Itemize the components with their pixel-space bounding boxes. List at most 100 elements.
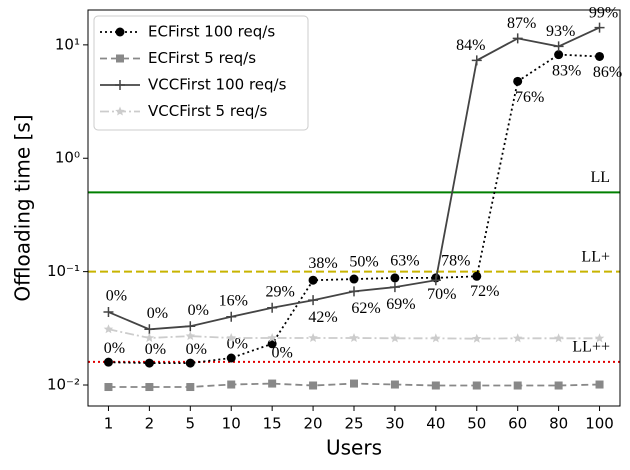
data-label: 42%: [308, 309, 337, 326]
data-label: 0%: [188, 302, 209, 319]
marker: [309, 381, 318, 390]
marker: [226, 311, 237, 322]
data-label: 62%: [351, 300, 380, 317]
marker: [553, 41, 564, 52]
data-label: 0%: [104, 340, 125, 357]
marker: [472, 271, 482, 281]
marker: [512, 333, 523, 343]
marker: [145, 383, 154, 392]
plot-frame: [87, 9, 621, 407]
marker: [389, 282, 400, 293]
marker: [144, 333, 155, 342]
reference-label: LL+: [581, 248, 610, 265]
marker: [308, 333, 318, 342]
data-label: 78%: [441, 253, 470, 270]
x-axis-label: Users: [326, 436, 382, 460]
data-label: 16%: [219, 292, 248, 309]
x-tick-label: 1: [104, 415, 114, 433]
x-tick-label: 30: [385, 415, 404, 433]
data-label: 63%: [390, 253, 419, 270]
marker: [554, 50, 564, 60]
data-label: 84%: [456, 37, 485, 54]
data-label: 0%: [186, 341, 207, 358]
data-label: 29%: [265, 283, 294, 300]
x-tick-label: 20: [304, 415, 323, 433]
data-label: 86%: [593, 64, 622, 81]
marker: [267, 333, 277, 342]
marker: [267, 302, 278, 313]
marker: [471, 55, 482, 66]
marker: [103, 324, 114, 334]
data-label: 99%: [589, 4, 618, 21]
marker: [103, 307, 114, 318]
x-tick-label: 5: [186, 415, 196, 433]
marker: [103, 357, 113, 367]
data-label: 70%: [427, 286, 456, 303]
x-tick-label: 15: [263, 415, 282, 433]
y-tick-label: 10⁻²: [47, 376, 80, 394]
legend-box: [93, 15, 309, 131]
marker: [185, 331, 196, 341]
marker: [185, 321, 196, 332]
data-label: 0%: [271, 344, 292, 361]
data-label: 83%: [552, 62, 581, 79]
marker: [144, 358, 154, 368]
marker: [595, 51, 605, 61]
marker: [350, 379, 358, 388]
marker: [104, 383, 113, 392]
data-label: 38%: [308, 255, 337, 272]
marker: [431, 381, 440, 390]
marker: [430, 275, 441, 286]
x-tick-label: 100: [585, 415, 614, 433]
y-axis-label: Offloading time [s]: [11, 114, 35, 301]
legend-marker: [116, 54, 124, 63]
marker: [594, 333, 605, 343]
marker: [185, 358, 195, 368]
reference-label: LL++: [572, 339, 610, 356]
marker: [144, 324, 155, 335]
x-tick-label: 2: [145, 415, 155, 433]
marker: [227, 380, 236, 389]
legend-marker: [115, 27, 125, 37]
marker: [513, 76, 523, 86]
x-tick-label: 80: [549, 415, 568, 433]
marker: [390, 273, 400, 283]
legend-label: ECFirst 100 req/s: [148, 23, 275, 41]
legend-label: VCCFirst 100 req/s: [148, 76, 287, 94]
data-label: 76%: [515, 89, 544, 106]
marker: [472, 381, 481, 390]
y-tick-label: 10⁻¹: [47, 262, 80, 280]
marker: [186, 383, 195, 392]
marker: [226, 353, 236, 363]
legend-label: ECFirst 5 req/s: [148, 49, 256, 67]
data-label: 93%: [546, 23, 575, 40]
x-tick-label: 10: [222, 415, 241, 433]
legend-marker: [115, 80, 125, 90]
marker: [431, 333, 441, 343]
marker: [553, 333, 564, 343]
data-label: 87%: [507, 15, 536, 32]
data-label: 72%: [470, 283, 499, 300]
data-label: 0%: [145, 341, 166, 358]
marker: [594, 22, 605, 33]
data-label: 0%: [147, 305, 168, 322]
marker: [595, 380, 604, 389]
legend-label: VCCFirst 5 req/s: [148, 102, 267, 120]
marker: [390, 333, 400, 343]
marker: [349, 274, 359, 284]
y-tick-label: 10⁰: [55, 149, 80, 167]
marker: [554, 381, 563, 390]
marker: [472, 333, 482, 343]
marker: [513, 381, 522, 390]
marker: [268, 379, 277, 388]
marker: [308, 295, 319, 306]
data-label: 69%: [386, 296, 415, 313]
marker: [512, 33, 523, 44]
x-tick-label: 40: [426, 415, 445, 433]
marker: [390, 380, 399, 389]
x-tick-label: 60: [508, 415, 527, 433]
marker: [349, 286, 359, 297]
legend-marker: [115, 106, 125, 116]
marker: [308, 275, 318, 285]
